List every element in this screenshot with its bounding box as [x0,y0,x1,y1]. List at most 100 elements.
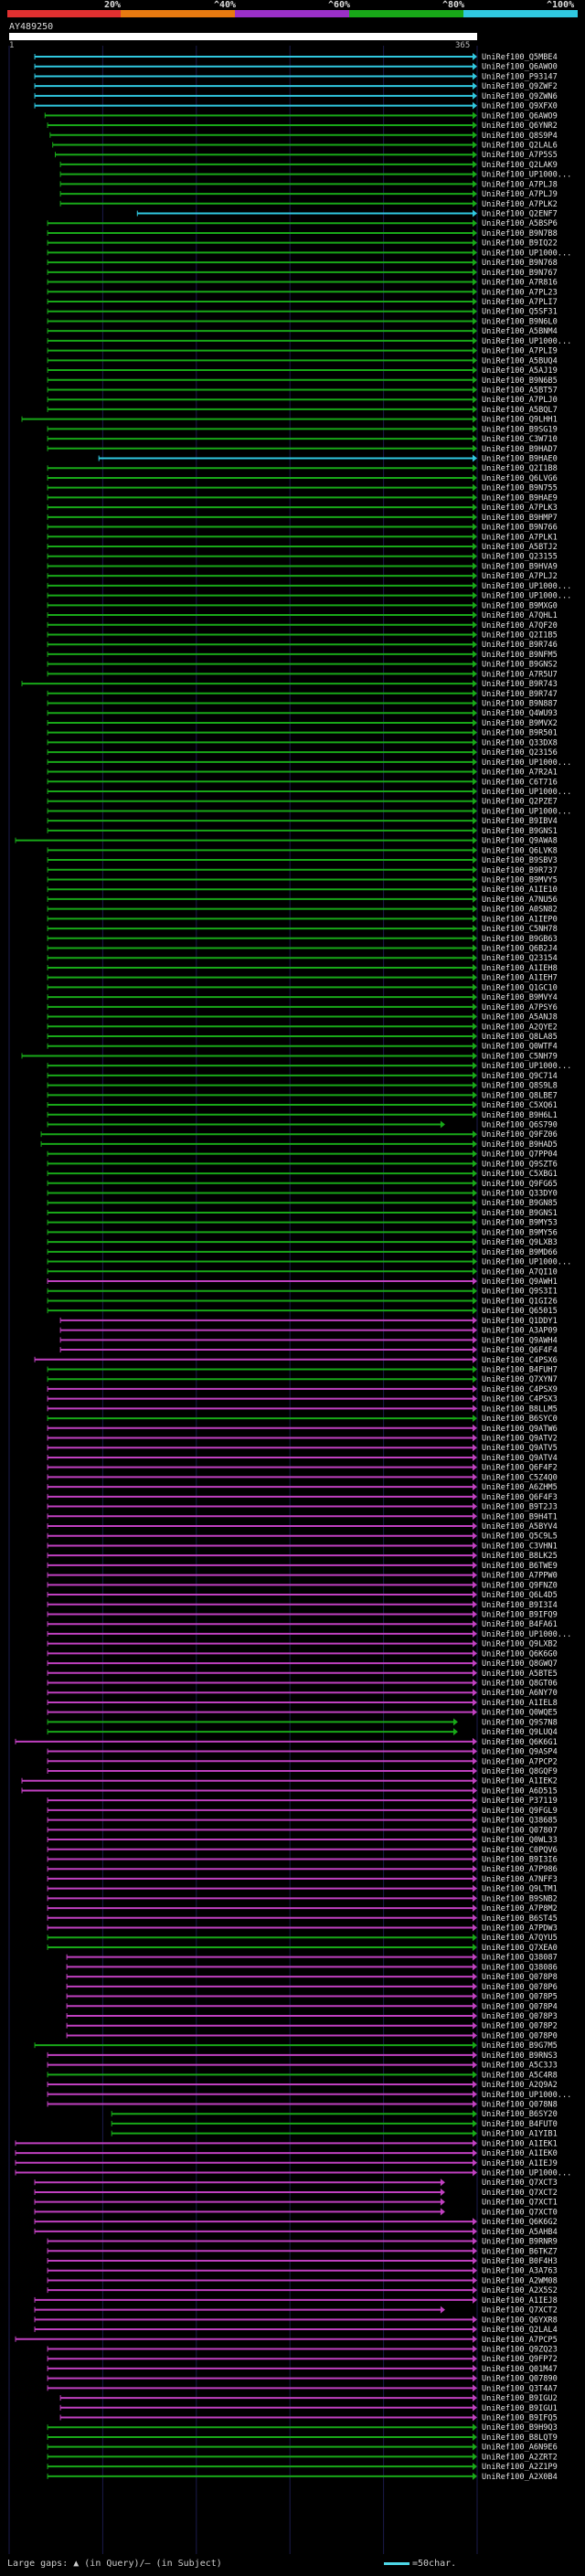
hit-label[interactable]: UniRef100_Q9FGL9 [482,1807,558,1816]
hit-label[interactable]: UniRef100_B9H4T1 [482,1512,558,1521]
hit-label[interactable]: UniRef100_Q078N8 [482,2100,558,2109]
hit-row[interactable]: UniRef100_A5BT57 [47,386,558,395]
hit-label[interactable]: UniRef100_B6ST45 [482,1914,558,1924]
hit-row[interactable]: UniRef100_B9GB63 [47,934,558,944]
hit-row[interactable]: UniRef100_Q5SF31 [47,307,558,317]
hit-row[interactable]: UniRef100_Q07807 [47,1826,558,1835]
hit-row[interactable]: UniRef100_Q6F4F2 [47,1463,558,1473]
hit-row[interactable]: UniRef100_Q5MBE4 [34,53,558,62]
hit-row[interactable]: UniRef100_Q6LVG6 [47,473,558,483]
hit-label[interactable]: UniRef100_A7PL23 [482,288,558,297]
hit-row[interactable]: UniRef100_P93147 [34,72,558,81]
hit-row[interactable]: UniRef100_B9HMP7 [47,513,558,523]
hit-label[interactable]: UniRef100_Q0WL33 [482,1836,558,1845]
hit-row[interactable]: UniRef100_Q9ASP4 [47,1747,558,1757]
hit-label[interactable]: UniRef100_B9GN85 [482,1199,558,1208]
hit-row[interactable]: UniRef100_Q2ENF7 [136,209,558,219]
hit-label[interactable]: UniRef100_Q9FP72 [482,2355,558,2364]
hit-label[interactable]: UniRef100_B6SY20 [482,2110,558,2119]
hit-row[interactable]: UniRef100_B9H9Q3 [47,2423,558,2433]
hit-label[interactable]: UniRef100_A7R816 [482,279,558,288]
hit-row[interactable]: UniRef100_Q078P5 [66,1992,558,2002]
hit-label[interactable]: UniRef100_Q9ATV2 [482,1435,558,1444]
hit-label[interactable]: UniRef100_A7P8M2 [482,1904,558,1913]
hit-row[interactable]: UniRef100_B6TKZ7 [47,2247,558,2256]
hit-row[interactable]: UniRef100_A1IEH8 [47,963,558,973]
hit-row[interactable]: UniRef100_Q2LAL6 [52,141,558,150]
hit-row[interactable]: UniRef100_Q8GT06 [47,1679,558,1689]
hit-label[interactable]: UniRef100_Q1DDY1 [482,1317,558,1326]
hit-label[interactable]: UniRef100_B9N755 [482,484,558,493]
hit-row[interactable]: UniRef100_C5NH79 [21,1052,558,1061]
hit-label[interactable]: UniRef100_Q078P6 [482,1983,558,1992]
hit-label[interactable]: UniRef100_B9NFM5 [482,651,558,660]
hit-row[interactable]: UniRef100_B9SG19 [47,425,558,434]
hit-label[interactable]: UniRef100_Q7XEA0 [482,1944,558,1953]
hit-row[interactable]: UniRef100_Q9ATV4 [47,1453,558,1463]
hit-label[interactable]: UniRef100_Q38087 [482,1954,558,1963]
hit-row[interactable]: UniRef100_B9R501 [47,728,558,738]
hit-label[interactable]: UniRef100_B9R737 [482,866,558,875]
hit-row[interactable]: UniRef100_A1IEJ9 [15,2158,558,2168]
hit-label[interactable]: UniRef100_C3VHN1 [482,1542,558,1551]
hit-label[interactable]: UniRef100_Q078P4 [482,2002,558,2011]
hit-row[interactable]: UniRef100_A7PLI9 [47,346,558,356]
hit-label[interactable]: UniRef100_UP1000... [482,1258,571,1267]
hit-row[interactable]: UniRef100_A5BTJ2 [47,543,558,552]
hit-row[interactable]: UniRef100_A1IEL8 [47,1698,558,1708]
hit-label[interactable]: UniRef100_Q9FG65 [482,1180,558,1189]
hit-label[interactable]: UniRef100_A2Z1P9 [482,2463,558,2472]
hit-row[interactable]: UniRef100_B9IBV4 [47,817,558,826]
hit-row[interactable]: UniRef100_Q7XCT2 [34,2306,558,2316]
hit-label[interactable]: UniRef100_A7NFF3 [482,1875,558,1884]
hit-label[interactable]: UniRef100_B9H9Q3 [482,2423,558,2433]
hit-row[interactable]: UniRef100_UP1000... [47,788,571,797]
hit-row[interactable]: UniRef100_B9NFM5 [47,650,558,660]
hit-row[interactable]: UniRef100_Q9C714 [47,1071,558,1081]
hit-row[interactable]: UniRef100_B9RNR9 [47,2237,558,2247]
hit-row[interactable]: UniRef100_Q2I1B8 [47,464,558,473]
hit-label[interactable]: UniRef100_C5NH78 [482,925,558,934]
hit-row[interactable]: UniRef100_A7QF20 [47,620,558,631]
hit-label[interactable]: UniRef100_Q9FNZ0 [482,1581,558,1590]
hit-label[interactable]: UniRef100_A7PLJ8 [482,180,558,189]
hit-row[interactable]: UniRef100_Q38086 [66,1963,558,1972]
hit-row[interactable]: UniRef100_P37119 [47,1797,558,1806]
hit-label[interactable]: UniRef100_Q9AWA8 [482,837,558,846]
hit-label[interactable]: UniRef100_A7QHL1 [482,611,558,620]
hit-label[interactable]: UniRef100_A7R2A1 [482,769,558,778]
hit-row[interactable]: UniRef100_B9GN85 [47,1199,558,1208]
hit-row[interactable]: UniRef100_Q65015 [47,1307,558,1316]
hit-row[interactable]: UniRef100_B9IFQ5 [59,2413,558,2423]
hit-label[interactable]: UniRef100_B6TWE9 [482,1562,558,1571]
hit-row[interactable]: UniRef100_B8LLM5 [47,1405,558,1414]
hit-row[interactable]: UniRef100_Q07890 [47,2374,558,2384]
hit-row[interactable]: UniRef100_Q33DX8 [47,738,558,747]
hit-label[interactable]: UniRef100_C4PSX9 [482,1385,558,1394]
hit-row[interactable]: UniRef100_Q6K6G1 [15,1737,558,1747]
hit-row[interactable]: UniRef100_Q9LUQ4 [47,1728,558,1737]
hit-row[interactable]: UniRef100_B9HAD7 [47,444,558,454]
hit-label[interactable]: UniRef100_Q9ZWF2 [482,82,558,91]
hit-row[interactable]: UniRef100_C6T716 [47,778,558,787]
hit-label[interactable]: UniRef100_A7PLJ0 [482,396,558,405]
hit-label[interactable]: UniRef100_Q23156 [482,748,558,758]
hit-label[interactable]: UniRef100_Q9FZ06 [482,1130,558,1140]
hit-row[interactable]: UniRef100_A7PLK3 [47,504,558,513]
hit-row[interactable]: UniRef100_B9GNS2 [47,660,558,670]
hit-label[interactable]: UniRef100_A7PPW0 [482,1572,558,1581]
hit-row[interactable]: UniRef100_A7PDW3 [47,1924,558,1934]
hit-row[interactable]: UniRef100_A7PL23 [47,288,558,297]
hit-row[interactable]: UniRef100_A7NFF3 [47,1874,558,1884]
hit-label[interactable]: UniRef100_UP1000... [482,582,571,591]
hit-row[interactable]: UniRef100_B9MXG0 [47,601,558,610]
hit-label[interactable]: UniRef100_A7PDW3 [482,1924,558,1934]
hit-row[interactable]: UniRef100_Q0WTF4 [47,1042,558,1052]
hit-row[interactable]: UniRef100_A7R816 [47,278,558,288]
hit-row[interactable]: UniRef100_B4FA61 [47,1620,558,1629]
hit-label[interactable]: UniRef100_A5BTE5 [482,1670,558,1679]
hit-label[interactable]: UniRef100_A7PLI7 [482,298,558,307]
hit-row[interactable]: UniRef100_Q2LAL4 [34,2326,558,2335]
hit-label[interactable]: UniRef100_Q7XCT0 [482,2208,558,2217]
hit-row[interactable]: UniRef100_B9SNB2 [47,1894,558,1903]
